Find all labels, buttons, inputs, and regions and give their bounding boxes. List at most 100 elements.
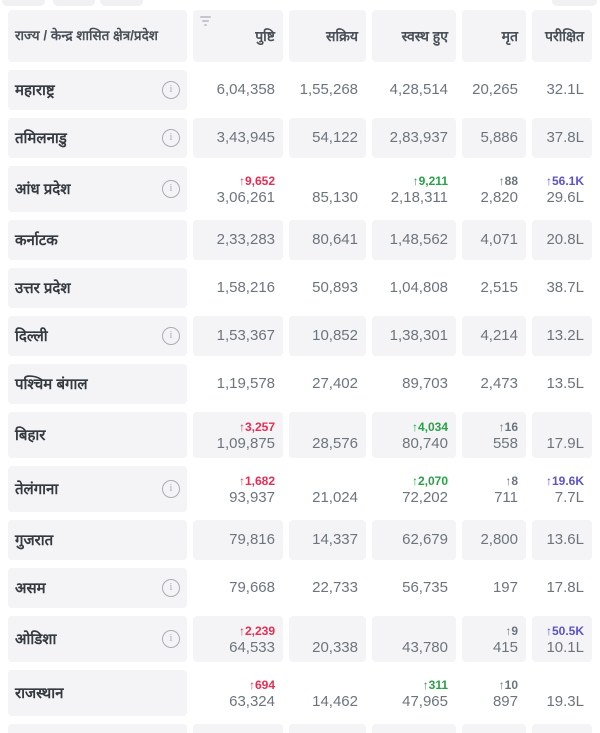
confirmed-delta: ↑1,682	[238, 474, 275, 488]
deaths-cell: ↑10 897	[462, 670, 526, 716]
state-cell	[8, 724, 187, 733]
active-value: 20,338	[312, 639, 358, 656]
table-row[interactable]: बिहार ↑3,257 1,09,875 28,576 ↑4,034 80,740 ↑16…	[8, 412, 593, 458]
header-deaths-column[interactable]: मृत	[462, 10, 526, 62]
confirmed-cell: 2,33,283	[193, 220, 283, 260]
tested-value: 10.1L	[546, 639, 584, 656]
recovered-value: 1,38,301	[389, 327, 448, 344]
tested-value: 38.7L	[546, 279, 584, 296]
header-state-column: राज्य / केन्द्र शासित क्षेत्र/प्रदेश	[8, 10, 187, 62]
header-tested-column[interactable]: परीक्षित	[532, 10, 592, 62]
chip-stub-4[interactable]	[552, 0, 597, 6]
state-cell[interactable]: तमिलनाडु i	[8, 118, 187, 158]
table-row[interactable]: राजस्थान ↑694 63,324 14,462 ↑311 47,965 ↑10 897…	[8, 670, 593, 716]
deaths-delta: ↑10	[498, 678, 518, 692]
table-row-partial[interactable]	[8, 724, 593, 733]
table-row[interactable]: गुजरात 79,816 14,337 62,679 2,800 13.6L	[8, 520, 593, 560]
deaths-value: 2,800	[480, 531, 518, 548]
table-row[interactable]: तमिलनाडु i 3,43,945 54,122 2,83,937 5,886 37.8…	[8, 118, 593, 158]
state-name: महाराष्ट्र	[15, 82, 55, 99]
state-cell[interactable]: कर्नाटक	[8, 220, 187, 260]
tested-delta: ↑19.6K	[545, 474, 584, 488]
table-row[interactable]: तेलंगाना i ↑1,682 93,937 21,024 ↑2,070 72,202 ↑…	[8, 466, 593, 512]
deaths-value: 897	[492, 693, 518, 710]
recovered-delta: ↑4,034	[411, 420, 448, 434]
deaths-cell: ↑9 415	[462, 616, 526, 662]
table-row[interactable]: ओडिशा i ↑2,239 64,533 20,338 43,780 ↑9 415 ↑50.5…	[8, 616, 593, 662]
info-icon[interactable]: i	[162, 480, 180, 498]
recovered-value: 1,04,808	[389, 279, 448, 296]
tested-cell: ↑50.5K 10.1L	[532, 616, 592, 662]
header-active-column[interactable]: सक्रिय	[289, 10, 366, 62]
state-name: गुजरात	[15, 532, 54, 549]
state-cell[interactable]: राजस्थान	[8, 670, 187, 716]
state-name: बिहार	[15, 427, 46, 444]
tested-cell: ↑19.6K 7.7L	[532, 466, 592, 512]
state-cell[interactable]: दिल्ली i	[8, 316, 187, 356]
tested-cell: 17.9L	[532, 412, 592, 458]
tested-value: 19.3L	[546, 693, 584, 710]
confirmed-cell: ↑2,239 64,533	[193, 616, 283, 662]
confirmed-delta: ↑2,239	[238, 624, 275, 638]
state-cell[interactable]: महाराष्ट्र i	[8, 70, 187, 110]
info-icon[interactable]: i	[162, 129, 180, 147]
info-icon[interactable]: i	[162, 81, 180, 99]
header-recovered-column[interactable]: स्वस्थ हुए	[372, 10, 456, 62]
tested-value: 37.8L	[546, 129, 584, 146]
chip-stub-2[interactable]	[53, 0, 95, 6]
info-icon[interactable]: i	[162, 579, 180, 597]
chip-stub-3[interactable]	[100, 0, 143, 6]
info-icon[interactable]: i	[162, 327, 180, 345]
active-cell: 27,402	[289, 364, 366, 404]
tested-value: 13.2L	[546, 327, 584, 344]
table-row[interactable]: आंध प्रदेश i ↑9,652 3,06,261 85,130 ↑9,211 2,1…	[8, 166, 593, 212]
state-cell[interactable]: तेलंगाना i	[8, 466, 187, 512]
state-cell[interactable]: ओडिशा i	[8, 616, 187, 662]
active-cell: 80,641	[289, 220, 366, 260]
chip-stub-1[interactable]	[2, 0, 45, 6]
state-cell[interactable]: उत्तर प्रदेश	[8, 268, 187, 308]
table-row[interactable]: असम i 79,668 22,733 56,735 197 17.8L	[8, 568, 593, 608]
deaths-value: 20,265	[472, 81, 518, 98]
tested-delta: ↑56.1K	[545, 174, 584, 188]
deaths-cell: 5,886	[462, 118, 526, 158]
tested-delta: ↑50.5K	[545, 624, 584, 638]
table-row[interactable]: पश्चिम बंगाल 1,19,578 27,402 89,703 2,473 13.…	[8, 364, 593, 404]
recovered-cell: ↑2,070 72,202	[372, 466, 456, 512]
active-cell: 14,462	[289, 670, 366, 716]
confirmed-cell: ↑694 63,324	[193, 670, 283, 716]
active-cell: 1,55,268	[289, 70, 366, 110]
recovered-cell	[372, 724, 456, 733]
info-icon[interactable]: i	[162, 180, 180, 198]
tested-cell: 13.2L	[532, 316, 592, 356]
info-icon[interactable]: i	[162, 630, 180, 648]
confirmed-value: 79,668	[229, 579, 275, 596]
recovered-value: 56,735	[402, 579, 448, 596]
active-value: 27,402	[312, 375, 358, 392]
active-value: 14,337	[312, 531, 358, 548]
recovered-value: 4,28,514	[389, 81, 448, 98]
state-cell[interactable]: आंध प्रदेश i	[8, 166, 187, 212]
table-row[interactable]: उत्तर प्रदेश 1,58,216 50,893 1,04,808 2,515 3…	[8, 268, 593, 308]
tested-value: 13.5L	[546, 375, 584, 392]
active-value: 50,893	[312, 279, 358, 296]
table-row[interactable]: कर्नाटक 2,33,283 80,641 1,48,562 4,071 20.8L	[8, 220, 593, 260]
state-cell[interactable]: पश्चिम बंगाल	[8, 364, 187, 404]
recovered-cell: ↑311 47,965	[372, 670, 456, 716]
state-cell[interactable]: बिहार	[8, 412, 187, 458]
active-cell: 85,130	[289, 166, 366, 212]
confirmed-cell: 1,19,578	[193, 364, 283, 404]
confirmed-cell: 79,816	[193, 520, 283, 560]
confirmed-cell: ↑1,682 93,937	[193, 466, 283, 512]
recovered-cell: 43,780	[372, 616, 456, 662]
header-confirmed-column[interactable]: पुष्टि	[193, 10, 283, 62]
state-name: उत्तर प्रदेश	[15, 280, 71, 297]
table-row[interactable]: महाराष्ट्र i 6,04,358 1,55,268 4,28,514 20,26…	[8, 70, 593, 110]
table-row[interactable]: दिल्ली i 1,53,367 10,852 1,38,301 4,214 13.2L	[8, 316, 593, 356]
confirmed-cell: 1,58,216	[193, 268, 283, 308]
state-cell[interactable]: गुजरात	[8, 520, 187, 560]
active-cell: 10,852	[289, 316, 366, 356]
deaths-value: 5,886	[480, 129, 518, 146]
state-cell[interactable]: असम i	[8, 568, 187, 608]
